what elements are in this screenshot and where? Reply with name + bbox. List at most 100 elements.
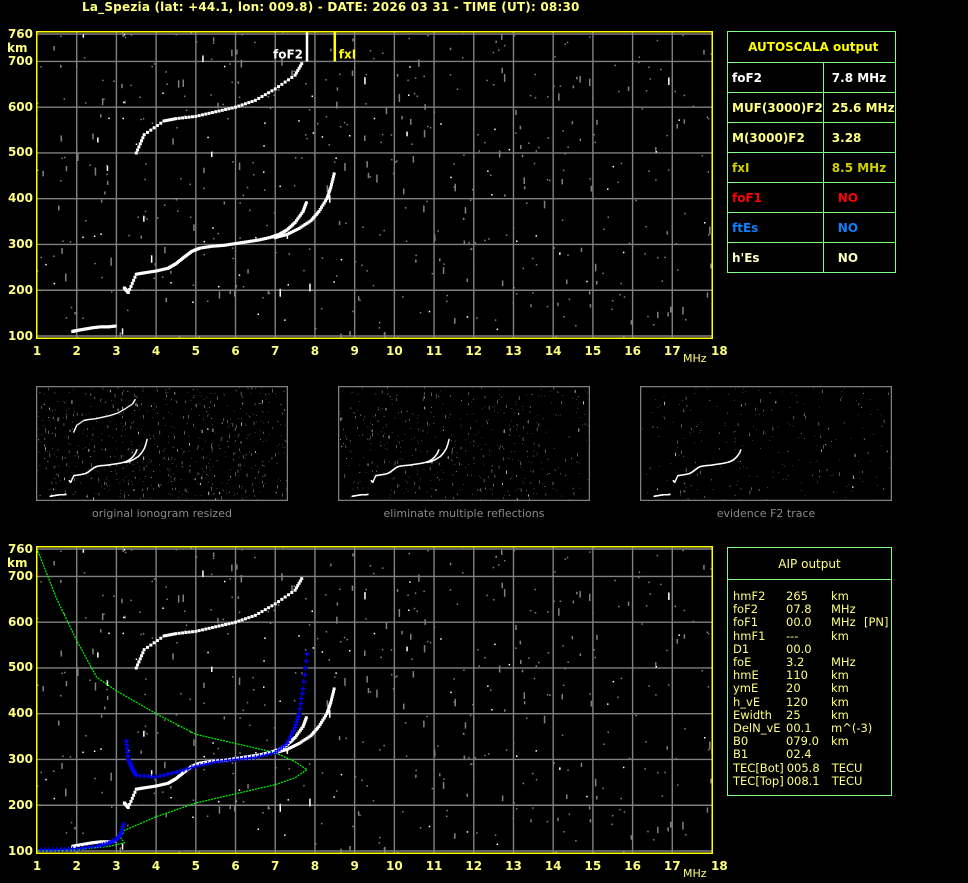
noise-dot: [505, 749, 508, 751]
noise-dot: [268, 461, 270, 462]
x-tick-label: 11: [425, 859, 443, 873]
noise-dot: [183, 415, 184, 419]
noise-dot: [543, 200, 546, 209]
echo-point: [431, 460, 434, 462]
echo-point: [422, 462, 424, 464]
noise-dot: [106, 165, 109, 171]
noise-dot: [349, 135, 351, 137]
noise-dot: [260, 403, 261, 404]
noise-dot: [642, 428, 643, 430]
noise-dot: [191, 408, 192, 410]
noise-dot: [679, 404, 680, 405]
noise-dot: [165, 812, 167, 818]
noise-dot: [94, 167, 97, 176]
noise-dot: [172, 488, 173, 491]
noise-dot: [174, 477, 176, 479]
noise-dot: [449, 47, 452, 51]
noise-dot: [649, 467, 651, 470]
noise-dot: [704, 496, 705, 498]
noise-dot: [77, 450, 78, 455]
noise-dot: [473, 445, 474, 447]
noise-dot: [752, 439, 753, 441]
noise-dot: [618, 90, 620, 93]
noise-dot: [194, 478, 196, 481]
echo-point: [427, 461, 429, 463]
noise-dot: [707, 117, 710, 120]
echo-point: [310, 732, 314, 736]
noise-dot: [226, 483, 228, 484]
noise-dot: [383, 744, 385, 747]
noise-dot: [101, 791, 103, 794]
noise-dot: [241, 497, 243, 498]
noise-dot: [758, 414, 760, 415]
noise-dot: [159, 464, 160, 466]
noise-dot: [261, 399, 263, 404]
param-name: TEC[Top]: [733, 773, 784, 788]
noise-dot: [208, 481, 210, 483]
noise-dot: [366, 465, 368, 466]
echo-point: [325, 712, 329, 716]
y-tick-label: 700: [7, 53, 33, 68]
x-tick-label: 4: [151, 344, 161, 358]
echo-point: [290, 75, 294, 79]
noise-dot: [122, 442, 124, 443]
echo-point: [404, 464, 406, 467]
noise-dot: [531, 257, 534, 260]
noise-dot: [392, 478, 394, 480]
noise-dot: [52, 411, 53, 412]
noise-dot: [377, 466, 378, 467]
noise-dot: [53, 465, 55, 468]
noise-dot: [602, 787, 604, 790]
noise-dot: [275, 767, 277, 769]
noise-dot: [682, 306, 684, 315]
noise-dot: [236, 49, 238, 55]
noise-dot: [397, 440, 399, 442]
noise-dot: [664, 771, 666, 774]
noise-dot: [381, 133, 384, 136]
noise-dot: [393, 491, 395, 494]
echo-point: [207, 626, 211, 630]
noise-dot: [82, 832, 84, 834]
noise-dot: [204, 405, 205, 408]
noise-dot: [541, 462, 542, 464]
noise-dot: [63, 98, 66, 100]
noise-dot: [37, 416, 39, 417]
echo-point: [253, 239, 257, 243]
echo-point: [267, 606, 271, 610]
noise-dot: [263, 422, 265, 424]
echo-point: [152, 784, 156, 788]
noise-dot: [515, 808, 518, 810]
noise-dot: [583, 401, 585, 402]
noise-dot: [851, 490, 853, 492]
noise-dot: [562, 684, 565, 687]
x-tick-label: 9: [350, 344, 359, 358]
autoscala-row: foF1 NO: [727, 182, 896, 213]
noise-dot: [375, 393, 377, 395]
noise-dot: [86, 475, 88, 477]
noise-dot: [529, 406, 531, 409]
noise-dot: [881, 425, 883, 428]
echo-point: [96, 465, 98, 467]
echo-point: [149, 128, 153, 132]
noise-dot: [452, 483, 454, 486]
noise-dot: [251, 386, 253, 390]
noise-dot: [223, 716, 226, 720]
noise-dot: [100, 400, 101, 402]
noise-dot: [101, 276, 103, 279]
noise-dot: [537, 444, 539, 445]
noise-dot: [106, 173, 108, 176]
noise-dot: [579, 138, 582, 141]
noise-dot: [408, 609, 410, 611]
noise-dot: [206, 474, 208, 475]
noise-dot: [140, 118, 142, 121]
noise-dot: [229, 434, 230, 439]
noise-dot: [142, 118, 145, 120]
noise-dot: [288, 768, 290, 770]
noise-dot: [312, 132, 315, 134]
noise-dot: [221, 422, 223, 424]
noise-dot: [114, 393, 116, 397]
noise-dot: [362, 434, 363, 436]
noise-dot: [710, 568, 712, 570]
echo-point: [88, 418, 91, 421]
noise-dot: [308, 763, 311, 765]
